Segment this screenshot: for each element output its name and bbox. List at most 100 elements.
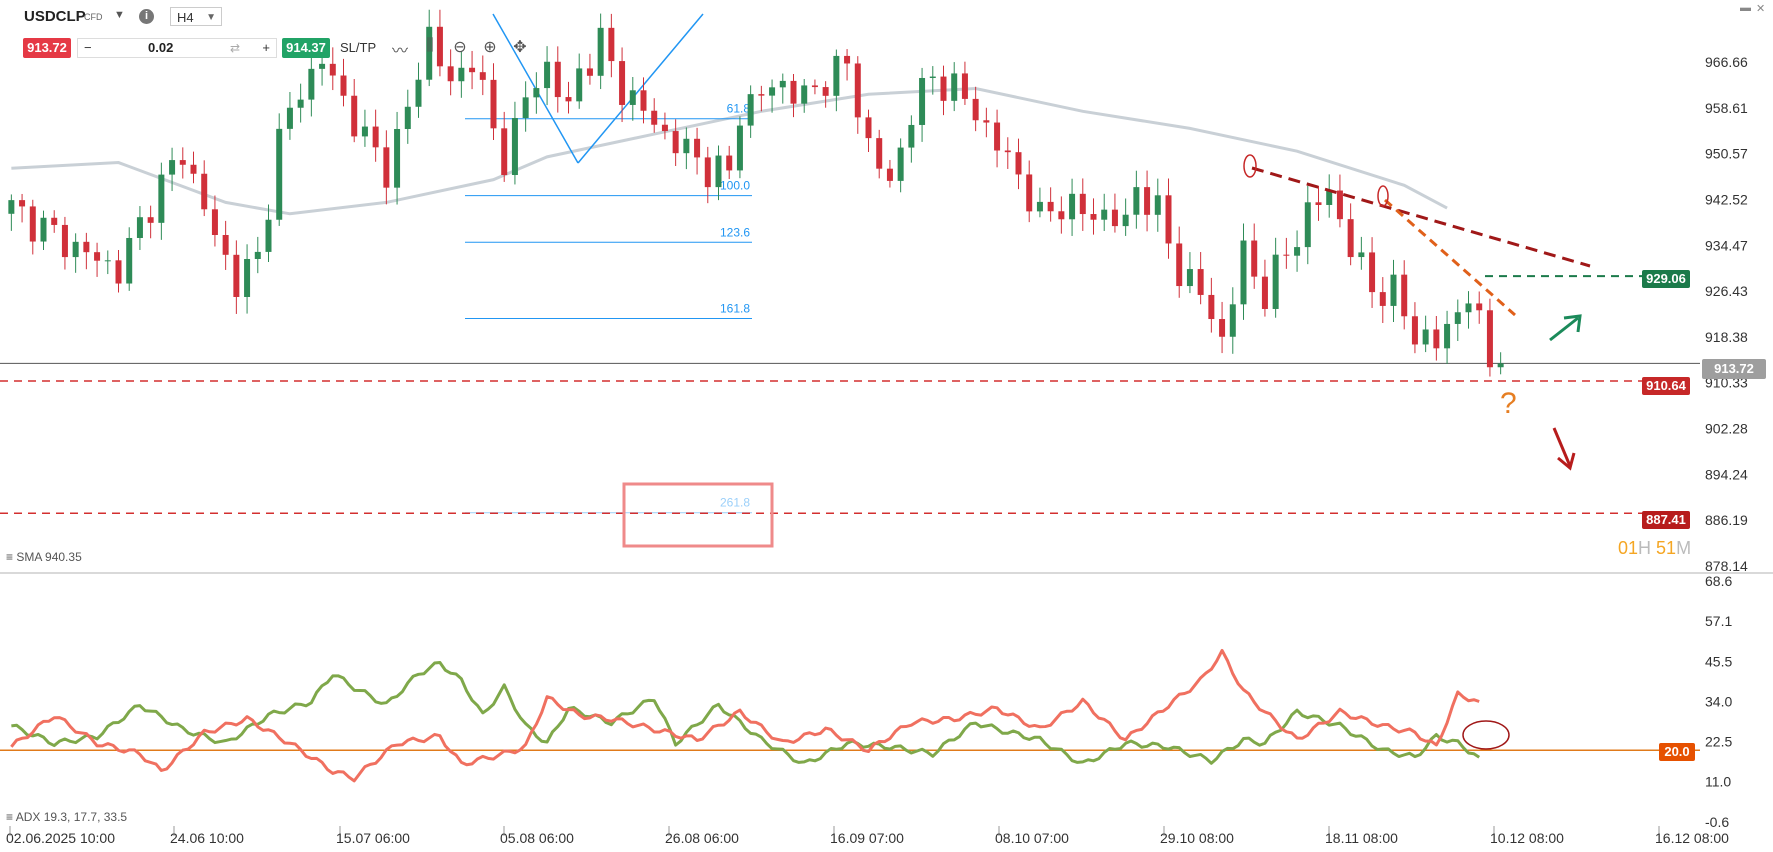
candle-body: [29, 206, 36, 242]
adx-tick-label: 45.5: [1705, 653, 1732, 669]
trendline-dark: [1251, 166, 1591, 268]
candle-body: [811, 85, 818, 88]
candle-body: [1154, 195, 1161, 215]
up-arrow-icon: [1549, 316, 1579, 342]
menu-icon[interactable]: ≡: [6, 810, 14, 824]
quantity-stepper[interactable]: − 0.02 ⇄ +: [77, 38, 277, 58]
candle-body: [1294, 247, 1301, 256]
candle-body: [1486, 310, 1493, 368]
candle-body: [1422, 329, 1429, 345]
price-tick-label: 926.43: [1705, 283, 1748, 299]
symbol-name[interactable]: USDCLP: [24, 8, 86, 25]
candle-body: [190, 164, 197, 174]
candle-body: [233, 254, 240, 297]
candle-body: [104, 260, 111, 262]
candle-body: [383, 147, 390, 188]
crossover-marker: [1462, 720, 1510, 750]
axes-layer: 966.66 958.61 950.57 942.52 934.47 926.43 918.…: [0, 54, 1773, 846]
sell-button[interactable]: 913.72: [23, 38, 71, 58]
candle-body: [886, 168, 893, 181]
x-tick-label: 24.06 10:00: [170, 830, 244, 846]
price-tick-label: 902.28: [1705, 421, 1748, 437]
fib-leg: [577, 13, 704, 164]
x-tick-label: 08.10 07:00: [995, 830, 1069, 846]
candle-body: [72, 241, 79, 258]
candles-layer: [8, 9, 1504, 377]
candle-body: [683, 138, 690, 154]
sltp-button[interactable]: SL/TP: [340, 40, 377, 55]
support-level-badge[interactable]: 910.64: [1642, 377, 1690, 395]
fib-level-label: 61.8: [727, 102, 751, 116]
buy-button[interactable]: 914.37: [282, 38, 330, 58]
candle-body: [254, 251, 261, 259]
crosshair-icon[interactable]: ✥: [513, 39, 527, 56]
candle-body: [1176, 243, 1183, 287]
increase-button[interactable]: +: [262, 40, 270, 55]
x-tick-label: 15.07 06:00: [336, 830, 410, 846]
candle-body: [629, 90, 636, 105]
candle-body: [586, 68, 593, 76]
candle-body: [940, 76, 947, 101]
candle-body: [672, 131, 679, 154]
candle-timer: 01H 51M: [1618, 538, 1691, 559]
x-tick-label: 10.12 08:00: [1490, 830, 1564, 846]
price-tick-label: 950.57: [1705, 146, 1748, 162]
sma-legend-text: SMA 940.35: [16, 550, 82, 564]
support-level-2-badge[interactable]: 887.41: [1642, 511, 1690, 529]
quantity-value[interactable]: 0.02: [148, 40, 174, 55]
candle-body: [1036, 201, 1043, 212]
candle-body: [1122, 214, 1129, 227]
down-arrow-head: [1557, 452, 1576, 471]
candle-body: [565, 97, 572, 102]
candle-body: [1186, 269, 1193, 287]
candle-body: [1208, 294, 1215, 320]
candle-body: [8, 200, 15, 214]
swap-icon[interactable]: ⇄: [230, 41, 241, 55]
line-chart-icon[interactable]: 〰: [391, 43, 408, 60]
candle-chart-icon[interactable]: ⫼: [426, 37, 434, 54]
candle-body: [897, 147, 904, 181]
candle-body: [126, 237, 133, 284]
candle-body: [1144, 187, 1151, 215]
x-tick-label: 16.09 07:00: [830, 830, 904, 846]
candle-body: [651, 110, 658, 125]
candle-body: [319, 63, 326, 69]
candle-body: [779, 80, 786, 88]
x-tick-label: 16.12 08:00: [1655, 830, 1729, 846]
candle-body: [554, 61, 561, 98]
symbol-dropdown-icon[interactable]: ▼: [114, 9, 125, 21]
candle-body: [19, 200, 26, 207]
candle-body: [479, 72, 486, 80]
candle-body: [822, 87, 829, 96]
timeframe-select[interactable]: H4 ▼: [170, 7, 222, 26]
decrease-button[interactable]: −: [84, 40, 92, 55]
fib-level-label: 123.6: [720, 225, 750, 239]
swing-marker: [1377, 185, 1389, 207]
sma-legend[interactable]: ≡ SMA 940.35: [6, 550, 82, 564]
candle-body: [394, 128, 401, 188]
sma-layer: [11, 87, 1448, 216]
candle-body: [522, 97, 529, 119]
candle-body: [640, 90, 647, 111]
candle-body: [1240, 240, 1247, 305]
adx-threshold-badge[interactable]: 20.0: [1659, 743, 1695, 761]
adx-legend[interactable]: ≡ ADX 19.3, 17.7, 33.5: [6, 810, 127, 824]
candle-body: [854, 63, 861, 118]
close-icon[interactable]: ✕: [1756, 3, 1766, 15]
candle-body: [169, 160, 176, 175]
fib-level-label: 161.8: [720, 302, 750, 316]
candle-body: [1251, 240, 1258, 277]
minimize-icon[interactable]: ▬: [1740, 2, 1751, 14]
candle-body: [511, 118, 518, 176]
timeframe-value: H4: [177, 10, 194, 25]
zoom-in-icon[interactable]: ⊕: [483, 39, 497, 56]
timer-m-unit: M: [1676, 538, 1692, 558]
candle-body: [1347, 219, 1354, 258]
candle-body: [1111, 209, 1118, 227]
resistance-level-badge[interactable]: 929.06: [1642, 270, 1690, 288]
menu-icon[interactable]: ≡: [6, 550, 14, 564]
info-icon[interactable]: i: [139, 9, 154, 24]
candle-body: [661, 124, 668, 132]
zoom-out-icon[interactable]: ⊖: [453, 39, 467, 56]
